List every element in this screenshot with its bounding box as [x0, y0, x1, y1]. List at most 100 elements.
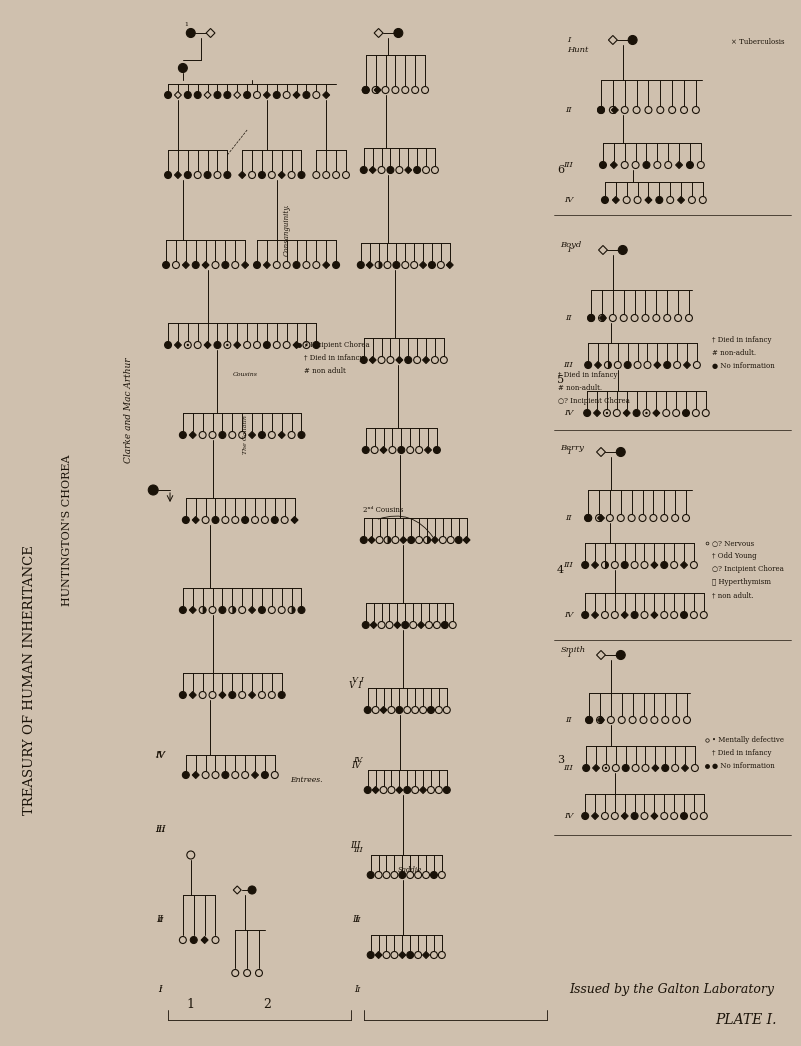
- Polygon shape: [594, 409, 601, 416]
- Circle shape: [633, 409, 640, 416]
- Polygon shape: [394, 621, 400, 629]
- Polygon shape: [651, 612, 658, 618]
- Polygon shape: [592, 813, 598, 819]
- Circle shape: [585, 362, 592, 368]
- Text: IV: IV: [564, 812, 573, 820]
- Polygon shape: [242, 262, 248, 269]
- Text: III: III: [353, 846, 363, 854]
- Text: V I: V I: [349, 681, 362, 689]
- Circle shape: [682, 409, 690, 416]
- Polygon shape: [248, 607, 256, 614]
- Polygon shape: [175, 172, 181, 179]
- Text: 4: 4: [557, 565, 564, 575]
- Text: I: I: [567, 36, 570, 44]
- Circle shape: [273, 91, 280, 98]
- Polygon shape: [420, 262, 426, 269]
- Circle shape: [222, 262, 229, 269]
- Text: ○? Incipient Chorea: ○? Incipient Chorea: [712, 565, 783, 573]
- Polygon shape: [203, 607, 206, 614]
- Polygon shape: [400, 537, 407, 544]
- Polygon shape: [622, 813, 628, 819]
- Text: Entrees.: Entrees.: [290, 776, 323, 784]
- Circle shape: [643, 161, 650, 168]
- Circle shape: [367, 952, 374, 958]
- Text: 6: 6: [557, 165, 564, 175]
- Circle shape: [628, 36, 637, 45]
- Polygon shape: [189, 432, 196, 438]
- Text: 1: 1: [187, 999, 195, 1011]
- Circle shape: [622, 765, 629, 772]
- Polygon shape: [183, 262, 189, 269]
- Circle shape: [662, 765, 669, 772]
- Text: ✦ Hyperthymism: ✦ Hyperthymism: [712, 578, 771, 586]
- Polygon shape: [423, 952, 429, 958]
- Polygon shape: [678, 197, 685, 204]
- Text: 2: 2: [263, 999, 271, 1011]
- Text: TREASURY OF HUMAN INHERITANCE: TREASURY OF HUMAN INHERITANCE: [23, 545, 36, 815]
- Text: Consanguinity.: Consanguinity.: [283, 204, 291, 256]
- Text: I: I: [356, 986, 360, 994]
- Text: III: III: [351, 841, 361, 849]
- Text: Boyd: Boyd: [561, 241, 582, 249]
- Polygon shape: [201, 936, 208, 943]
- Circle shape: [212, 517, 219, 523]
- Polygon shape: [369, 357, 376, 364]
- Polygon shape: [622, 612, 628, 618]
- Circle shape: [192, 262, 199, 269]
- Polygon shape: [423, 357, 429, 364]
- Circle shape: [242, 517, 248, 523]
- Circle shape: [430, 871, 437, 879]
- Circle shape: [364, 787, 371, 794]
- Text: ? Incipient Chorea: ? Incipient Chorea: [304, 341, 370, 349]
- Circle shape: [686, 161, 694, 168]
- Polygon shape: [682, 765, 689, 772]
- Text: ● No information: ● No information: [712, 761, 775, 770]
- Circle shape: [272, 517, 278, 523]
- Polygon shape: [405, 166, 412, 174]
- Text: II: II: [566, 314, 572, 322]
- Circle shape: [364, 706, 371, 713]
- Polygon shape: [592, 612, 598, 618]
- Circle shape: [222, 772, 229, 778]
- Polygon shape: [278, 172, 285, 179]
- Text: II: II: [352, 915, 360, 925]
- Polygon shape: [593, 765, 599, 772]
- Circle shape: [681, 813, 687, 819]
- Polygon shape: [372, 787, 379, 794]
- Text: Berry: Berry: [561, 444, 585, 452]
- Text: † Died in infancy: † Died in infancy: [712, 749, 771, 757]
- Text: V I: V I: [352, 676, 364, 684]
- Circle shape: [404, 787, 411, 794]
- Polygon shape: [380, 706, 387, 713]
- Polygon shape: [598, 717, 605, 724]
- Circle shape: [618, 246, 627, 254]
- Text: Cousins: Cousins: [232, 372, 258, 378]
- Circle shape: [244, 91, 251, 98]
- Circle shape: [598, 107, 605, 114]
- Circle shape: [187, 28, 195, 38]
- Circle shape: [226, 344, 228, 346]
- Circle shape: [399, 871, 406, 879]
- Text: Hunt: Hunt: [567, 46, 589, 54]
- Text: Smith: Smith: [561, 646, 586, 654]
- Polygon shape: [432, 537, 438, 544]
- Circle shape: [428, 706, 434, 713]
- Polygon shape: [652, 765, 659, 772]
- Text: × Tuberculosis: × Tuberculosis: [731, 38, 785, 46]
- Circle shape: [429, 262, 436, 269]
- Polygon shape: [248, 691, 256, 699]
- Circle shape: [396, 706, 403, 713]
- Polygon shape: [291, 517, 298, 523]
- Circle shape: [398, 447, 405, 454]
- Text: II: II: [566, 514, 572, 522]
- Polygon shape: [417, 621, 425, 629]
- Circle shape: [661, 562, 668, 568]
- Polygon shape: [605, 562, 609, 568]
- Polygon shape: [380, 447, 387, 454]
- Polygon shape: [234, 341, 240, 348]
- Circle shape: [259, 607, 265, 614]
- Circle shape: [582, 765, 590, 772]
- Circle shape: [148, 485, 158, 495]
- Circle shape: [357, 262, 364, 269]
- Text: II: II: [355, 916, 361, 924]
